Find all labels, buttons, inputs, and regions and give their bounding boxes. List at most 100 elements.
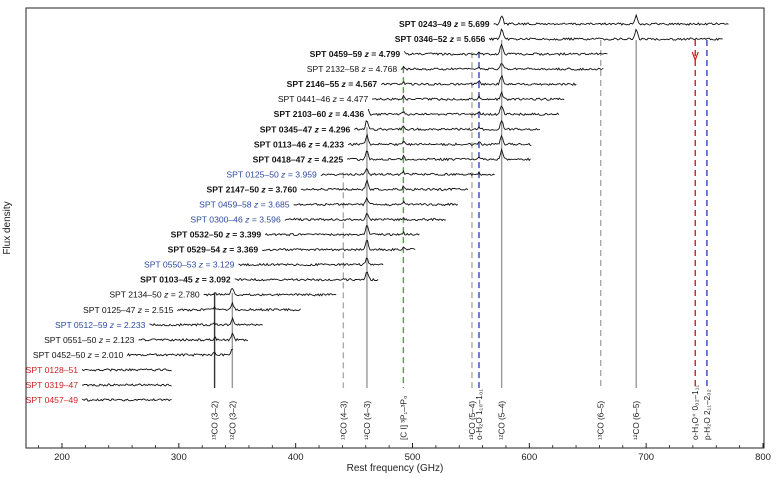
redshift-symbol: z <box>362 49 369 59</box>
spectrum-label: SPT 0529–54 z = 3.369 <box>168 245 259 255</box>
spectrum-trace <box>354 120 541 131</box>
redshift-value: 4.233 <box>322 139 344 149</box>
reference-lines: ¹³CO (3–2) ¹²CO (3–2) ¹³CO (4–3) ¹²CO (4–3)… <box>211 40 712 440</box>
equals-sign: = <box>114 320 124 330</box>
redshift-value: 4.477 <box>347 94 369 104</box>
spectrum-label: SPT 0243–49 z = 5.699 <box>399 19 490 29</box>
equals-sign: = <box>346 79 356 89</box>
redshift-symbol: z <box>447 34 454 44</box>
spectrum-trace <box>81 398 172 402</box>
spectrum-label: SPT 0452–50 z = 2.010 <box>33 350 124 360</box>
x-tick-label: 300 <box>171 452 187 463</box>
spectrum-label: SPT 0113–46 z = 4.233 <box>254 139 344 149</box>
redshift-value: 3.596 <box>259 215 281 225</box>
redshift-symbol: z <box>223 230 230 240</box>
redshift-value: 3.369 <box>237 245 259 255</box>
spectrum-trace <box>367 105 560 117</box>
redshift-value: 3.092 <box>209 275 231 285</box>
x-axis-ticks: 200 300 400 500 600 700 800 <box>38 443 771 463</box>
x-tick-label: 400 <box>288 452 304 463</box>
line-label: p-H₂O 2₁₁–2₀₂ <box>703 389 712 440</box>
redshift-symbol: z <box>193 275 200 285</box>
equals-sign: = <box>337 94 347 104</box>
spectrum-label: SPT 2134–50 z = 2.780 <box>109 290 200 300</box>
equals-sign: = <box>313 139 323 149</box>
equals-sign: = <box>227 245 237 255</box>
spectrum-trace <box>234 271 379 282</box>
redshift-value: 2.233 <box>124 320 146 330</box>
line-label: o-H₃O⁺ 0₀₂–1₁₁ <box>691 385 700 440</box>
redshift-symbol: z <box>305 154 312 164</box>
spectrum-label: SPT 2103–60 z = 4.436 <box>274 109 365 119</box>
redshift-symbol: z <box>339 79 346 89</box>
redshift-symbol: z <box>243 215 250 225</box>
x-axis-title: Rest frequency (GHz) <box>347 463 444 474</box>
source-name: SPT 0512–59 <box>55 320 108 330</box>
line-label: ¹²CO (6–5) <box>632 401 641 440</box>
x-tick-label: 800 <box>755 452 771 463</box>
spectrum-trace <box>400 63 604 71</box>
line-label: ¹³CO (5–4) <box>468 401 477 440</box>
equals-sign: = <box>312 154 322 164</box>
redshift-symbol: z <box>252 199 259 209</box>
equals-sign: = <box>285 169 295 179</box>
equals-sign: = <box>366 64 376 74</box>
spectrum-trace <box>238 257 384 267</box>
spectrum-label: SPT 2132–58 z = 4.768 <box>307 64 398 74</box>
source-name: SPT 0551–50 <box>44 335 97 345</box>
source-name: SPT 2147–50 <box>206 184 259 194</box>
spectrum-label: SPT 0346–52 z = 5.656 <box>395 34 486 44</box>
spectrum-trace <box>493 13 729 26</box>
redshift-symbol: z <box>330 94 337 104</box>
spectrum-trace <box>293 196 459 207</box>
line-label: ¹³CO (6–5) <box>597 401 606 440</box>
spectrum-trace <box>203 288 337 297</box>
spectrum-trace <box>347 133 532 147</box>
redshift-value: 2.010 <box>102 350 124 360</box>
spectrum-trace <box>346 147 531 162</box>
spectrum-label: SPT 0551–50 z = 2.123 <box>44 335 135 345</box>
source-name: SPT 2103–60 <box>274 109 327 119</box>
redshift-symbol: z <box>196 260 203 270</box>
redshift-value: 4.436 <box>343 109 365 119</box>
y-axis-title: Flux density <box>2 201 13 254</box>
line-label: ¹³CO (4–3) <box>339 401 348 440</box>
equals-sign: = <box>230 230 240 240</box>
source-name: SPT 2134–50 <box>109 290 162 300</box>
source-name: SPT 0125–47 <box>83 305 136 315</box>
spectrum-label: SPT 2147–50 z = 3.760 <box>206 184 297 194</box>
redshift-symbol: z <box>312 124 319 134</box>
spectrum-trace <box>126 348 233 357</box>
redshift-value: 3.685 <box>268 199 290 209</box>
equals-sign: = <box>249 215 259 225</box>
source-name: SPT 0459–58 <box>199 199 252 209</box>
redshift-value: 2.515 <box>152 305 174 315</box>
source-name: SPT 0103–45 <box>140 275 193 285</box>
equals-sign: = <box>142 305 152 315</box>
spectrum-trace <box>261 239 416 252</box>
spectrum-label: SPT 0550–53 z = 3.129 <box>144 260 235 270</box>
spectrum-label: SPT 0345–47 z = 4.296 <box>260 124 351 134</box>
source-name: SPT 0452–50 <box>33 350 86 360</box>
spectrum-label: SPT 0441–46 z = 4.477 <box>278 94 369 104</box>
redshift-symbol: z <box>259 184 266 194</box>
equals-sign: = <box>168 290 178 300</box>
source-name: SPT 2132–58 <box>307 64 360 74</box>
redshift-symbol: z <box>326 109 333 119</box>
source-name: SPT 0300–46 <box>190 215 243 225</box>
equals-sign: = <box>454 34 464 44</box>
redshift-symbol: z <box>135 305 142 315</box>
redshift-symbol: z <box>279 169 286 179</box>
x-tick-label: 200 <box>54 452 70 463</box>
water-absorption-marker <box>691 51 699 62</box>
x-tick-label: 600 <box>521 452 537 463</box>
source-name: SPT 0418–47 <box>253 154 306 164</box>
source-name: SPT 0529–54 <box>168 245 221 255</box>
redshift-value: 4.225 <box>322 154 344 164</box>
line-label: ¹²CO (3–2) <box>228 401 237 440</box>
spectrum-labels: SPT 0243–49 z = 5.699 SPT 0346–52 z = 5.6… <box>26 19 490 405</box>
redshift-value: 3.399 <box>240 230 262 240</box>
spectrum-trace <box>488 28 723 41</box>
spectrum-trace <box>320 168 495 177</box>
